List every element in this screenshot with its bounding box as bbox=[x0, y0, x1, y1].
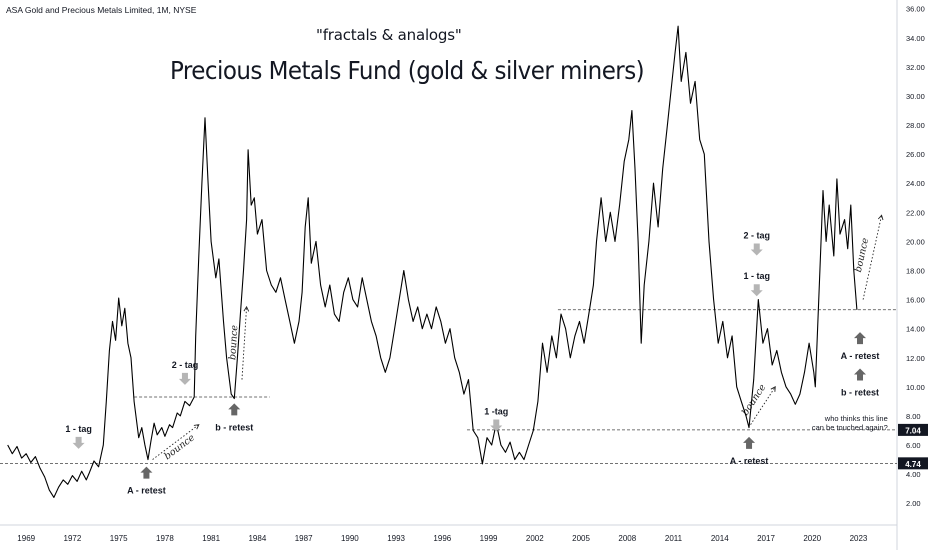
down-arrow-icon bbox=[490, 419, 503, 432]
down-arrow-icon bbox=[178, 372, 191, 385]
bounce-arrow-head bbox=[193, 424, 200, 430]
y-tick-label: 4.00 bbox=[906, 470, 921, 479]
x-tick-label: 2002 bbox=[526, 534, 544, 543]
bounce-arrow-line bbox=[241, 306, 248, 380]
x-tick-label: 1969 bbox=[17, 534, 35, 543]
x-tick-label: 2005 bbox=[572, 534, 590, 543]
y-tick-label: 26.00 bbox=[906, 150, 925, 159]
bounce-arrow-line bbox=[862, 215, 883, 300]
y-tick-label: 14.00 bbox=[906, 325, 925, 334]
y-tick-label: 32.00 bbox=[906, 63, 925, 72]
down-arrow-icon bbox=[750, 284, 763, 297]
annotation-label: b - retest bbox=[215, 422, 253, 432]
price-badge-label: 7.04 bbox=[905, 426, 921, 435]
y-tick-label: 30.00 bbox=[906, 92, 925, 101]
reference-lines bbox=[0, 309, 897, 464]
x-tick-label: 2023 bbox=[850, 534, 868, 543]
annotation-label: 2 - tag bbox=[172, 360, 199, 370]
chart-title: Precious Metals Fund (gold & silver mine… bbox=[170, 56, 645, 85]
bounce-arrow-head bbox=[877, 214, 884, 221]
price-badge-label: 4.74 bbox=[905, 460, 921, 469]
annotation-label: A - retest bbox=[730, 456, 769, 466]
up-arrow-icon bbox=[743, 436, 756, 449]
down-arrow-icon bbox=[750, 243, 763, 256]
y-tick-label: 8.00 bbox=[906, 412, 921, 421]
annotation-label: 1 -tag bbox=[484, 406, 508, 416]
x-tick-label: 2017 bbox=[757, 534, 775, 543]
annotation-label: A - retest bbox=[127, 486, 166, 496]
bounce-label: bounce bbox=[740, 382, 769, 418]
bounce-arrow-head bbox=[243, 305, 250, 312]
bounce-label: bounce bbox=[853, 237, 871, 274]
y-tick-label: 34.00 bbox=[906, 34, 925, 43]
up-arrow-icon bbox=[140, 466, 153, 479]
y-tick-label: 18.00 bbox=[906, 266, 925, 275]
x-tick-label: 2020 bbox=[803, 534, 821, 543]
y-tick-label: 22.00 bbox=[906, 208, 925, 217]
up-arrow-icon bbox=[854, 332, 867, 345]
annotation-label: A - retest bbox=[841, 351, 880, 361]
x-tick-label: 1981 bbox=[202, 534, 220, 543]
x-tick-label: 2008 bbox=[618, 534, 636, 543]
y-tick-label: 12.00 bbox=[906, 354, 925, 363]
bounce-arrow-head bbox=[770, 386, 776, 392]
x-tick-label: 1987 bbox=[295, 534, 313, 543]
bounce-label: bounce bbox=[162, 432, 197, 462]
y-tick-label: 6.00 bbox=[906, 441, 921, 450]
chart-subtitle: "fractals & analogs" bbox=[316, 26, 462, 44]
annotation-label: b - retest bbox=[841, 387, 879, 397]
note-text: who thinks this line bbox=[824, 414, 888, 423]
annotation-label: 1 - tag bbox=[743, 271, 770, 281]
up-arrow-icon bbox=[854, 368, 867, 381]
bounce-arrow-line bbox=[152, 424, 200, 460]
x-tick-label: 2011 bbox=[665, 534, 683, 543]
y-tick-label: 16.00 bbox=[906, 296, 925, 305]
x-tick-label: 1999 bbox=[480, 534, 498, 543]
y-tick-label: 20.00 bbox=[906, 237, 925, 246]
y-axis: 2.00 4.00 6.00 8.00 10.00 12.00 14.00 16.00 18.0… bbox=[906, 5, 925, 508]
annotation-label: 1 - tag bbox=[65, 424, 92, 434]
x-tick-label: 1972 bbox=[64, 534, 82, 543]
x-tick-label: 1978 bbox=[156, 534, 174, 543]
note-text: can be touched again? bbox=[812, 423, 888, 432]
x-axis: 1969 1972 1975 1978 1981 1984 1987 1990 1993 1996… bbox=[17, 534, 868, 543]
x-tick-label: 1975 bbox=[110, 534, 128, 543]
y-tick-label: 2.00 bbox=[906, 499, 921, 508]
annotation-label: 2 - tag bbox=[743, 231, 770, 241]
price-badges: 7.04 4.74 bbox=[898, 423, 928, 470]
x-tick-label: 1993 bbox=[387, 534, 405, 543]
x-tick-label: 1996 bbox=[433, 534, 451, 543]
price-badge bbox=[898, 457, 928, 470]
bounce-arrows: bounce bounce bounce bounce bbox=[152, 214, 884, 462]
y-tick-label: 10.00 bbox=[906, 383, 925, 392]
symbol-label: ASA Gold and Precious Metals Limited, 1M… bbox=[6, 5, 197, 15]
x-tick-label: 1990 bbox=[341, 534, 359, 543]
annotations: 1 - tag 2 - tag A - retest b - retest 1 -tag… bbox=[65, 231, 879, 496]
price-badge bbox=[898, 423, 928, 436]
down-arrow-icon bbox=[72, 436, 85, 449]
x-tick-label: 2014 bbox=[711, 534, 729, 543]
y-tick-label: 28.00 bbox=[906, 121, 925, 130]
x-tick-label: 1984 bbox=[248, 534, 266, 543]
up-arrow-icon bbox=[228, 403, 241, 416]
bounce-arrow-line bbox=[750, 386, 776, 425]
price-line bbox=[7, 25, 858, 498]
y-tick-label: 24.00 bbox=[906, 179, 925, 188]
bounce-label: bounce bbox=[227, 324, 240, 360]
y-tick-label: 36.00 bbox=[906, 5, 925, 14]
